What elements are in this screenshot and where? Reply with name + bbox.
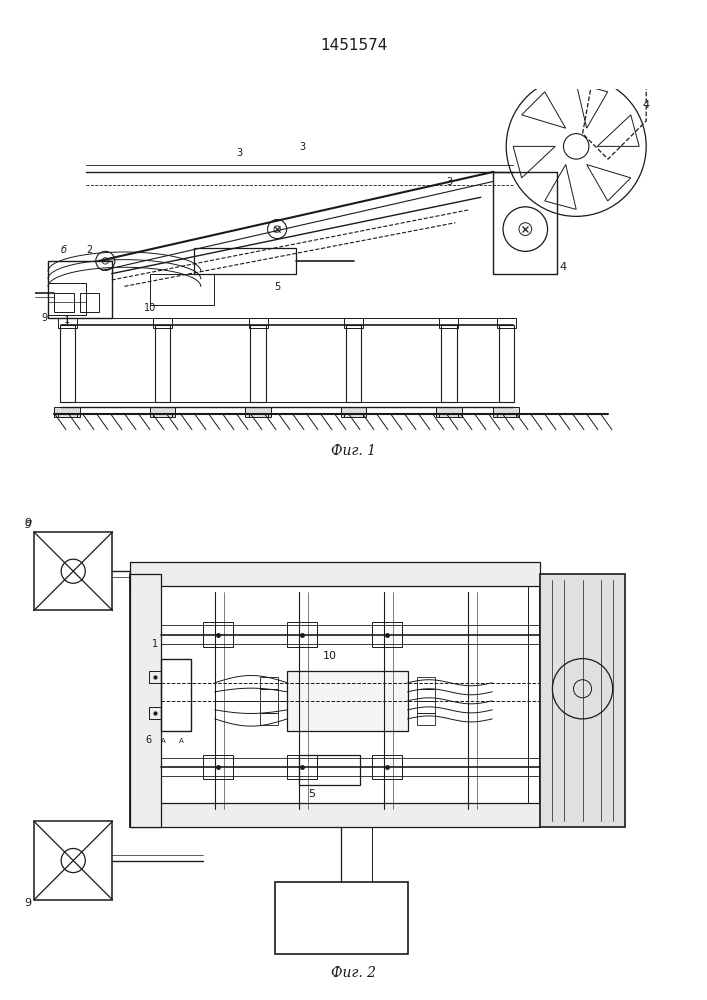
Bar (260, 701, 278, 713)
Bar (131, 574, 540, 827)
Bar (148, 671, 160, 683)
Bar (440, 318, 459, 328)
Bar (287, 622, 317, 647)
Bar (498, 325, 514, 402)
Bar (203, 755, 233, 779)
Bar (160, 659, 191, 731)
Bar (155, 325, 170, 402)
Bar (245, 407, 271, 417)
Bar (436, 407, 462, 417)
Text: 3: 3 (446, 177, 452, 187)
Bar (150, 274, 214, 305)
Bar (153, 318, 173, 328)
Text: 3: 3 (236, 148, 242, 158)
Bar (372, 622, 402, 647)
Bar (441, 325, 457, 402)
Text: 1: 1 (64, 315, 70, 325)
Bar (194, 248, 296, 274)
Bar (260, 677, 278, 689)
Text: 9: 9 (42, 313, 48, 323)
Text: 4: 4 (643, 100, 650, 110)
Text: 9: 9 (25, 898, 32, 908)
Bar (287, 755, 317, 779)
Bar (48, 261, 112, 318)
Bar (34, 532, 112, 610)
Bar (372, 755, 402, 779)
Bar (131, 562, 540, 586)
Bar (540, 574, 625, 827)
Text: Фиг. 1: Фиг. 1 (331, 444, 376, 458)
Text: 5: 5 (308, 789, 315, 799)
Bar (341, 407, 366, 417)
Text: 1451574: 1451574 (320, 38, 387, 53)
Bar (58, 318, 77, 328)
Bar (299, 755, 360, 785)
Bar (417, 713, 435, 725)
Text: 9: 9 (25, 518, 32, 528)
Bar (148, 707, 160, 719)
Bar (150, 407, 175, 417)
Bar (260, 689, 278, 701)
Text: 3: 3 (300, 142, 305, 152)
Bar (417, 689, 435, 701)
Text: 5: 5 (274, 282, 280, 292)
Text: 10: 10 (322, 651, 337, 661)
Text: 2: 2 (86, 245, 93, 255)
Text: 4: 4 (560, 262, 567, 272)
Bar (493, 172, 557, 274)
Text: A: A (161, 738, 166, 744)
Bar (287, 671, 408, 731)
Bar (417, 677, 435, 689)
Text: g: g (25, 518, 32, 528)
Text: 10: 10 (144, 303, 156, 313)
Bar (493, 407, 519, 417)
Text: Фиг. 2: Фиг. 2 (331, 966, 376, 980)
Bar (54, 293, 74, 312)
Text: A: A (180, 738, 184, 744)
Bar (260, 713, 278, 725)
Bar (34, 821, 112, 900)
Bar (497, 318, 516, 328)
Bar (143, 586, 528, 815)
Bar (54, 407, 80, 417)
Bar (131, 574, 160, 827)
Bar (48, 283, 86, 315)
Text: 6: 6 (146, 735, 151, 745)
Bar (275, 882, 408, 954)
Bar (59, 325, 75, 402)
Bar (203, 622, 233, 647)
Bar (346, 325, 361, 402)
Bar (80, 293, 99, 312)
Text: б: б (61, 245, 67, 255)
Bar (131, 803, 540, 827)
Bar (417, 701, 435, 713)
Text: 1: 1 (151, 639, 158, 649)
Bar (250, 325, 266, 402)
Bar (249, 318, 268, 328)
Bar (344, 318, 363, 328)
